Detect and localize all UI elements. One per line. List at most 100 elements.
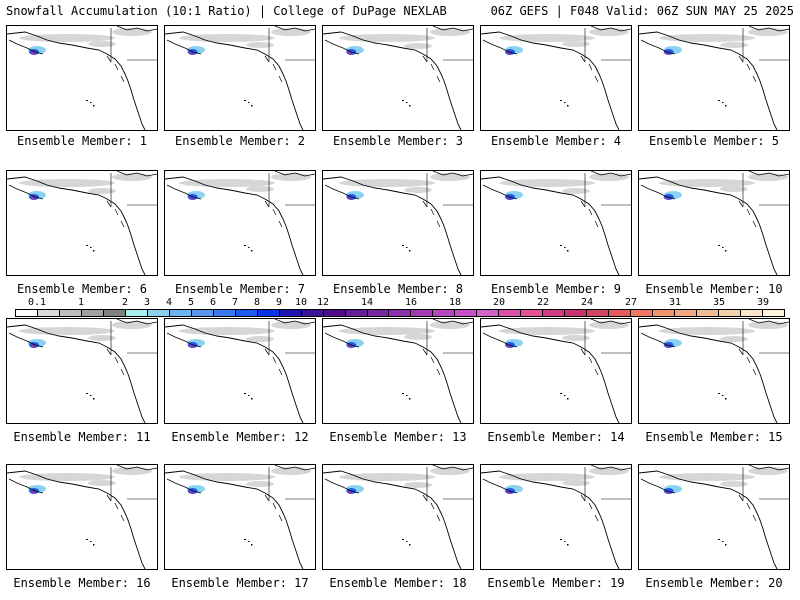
border-canada [584,173,631,207]
coastline-alaska [7,31,146,130]
ensemble-member-map[interactable] [480,464,632,570]
ensemble-member-map[interactable] [322,25,474,131]
snow-gray-band [179,28,311,48]
coastline-islands [640,478,757,522]
colorbar-swatch [762,310,784,316]
colorbar-swatch [565,310,588,316]
ensemble-member-map[interactable] [638,170,790,276]
colorbar-swatch [279,310,302,316]
border-canada [426,28,473,62]
hawaii-islands [402,245,411,252]
coastline-alaska [639,470,778,569]
ensemble-member-map[interactable] [164,25,316,131]
coastline-north [116,319,157,325]
ensemble-member-map[interactable] [638,464,790,570]
ensemble-member-label: Ensemble Member: 2 [174,134,306,148]
model-run-valid-time: 06Z GEFS | F048 Valid: 06Z SUN MAY 25 20… [490,4,794,18]
hawaii-islands [86,393,95,400]
map-canvas [165,26,315,130]
border-canada [268,321,315,355]
coastline-north [590,26,631,32]
coastline-north [116,26,157,32]
coastline-islands [640,332,757,376]
colorbar-tick-label: 0.1 [27,297,47,308]
colorbar-swatch [235,310,258,316]
snow-gray-band [339,321,470,340]
ensemble-member-map[interactable] [480,25,632,131]
hawaii-islands [86,245,95,252]
border-canada [742,321,789,355]
colorbar-swatch [587,310,610,316]
colorbar-tick-label: 27 [624,297,638,308]
colorbar-swatch [675,310,698,316]
coastline-islands [324,332,441,376]
coastline-north [274,171,315,177]
coastline-alaska [639,324,778,423]
colorbar-tick-label: 6 [209,297,217,308]
ensemble-member-map[interactable] [322,318,474,424]
ensemble-member-label: Ensemble Member: 17 [171,576,309,590]
ensemble-member-map[interactable] [6,318,158,424]
colorbar-swatch [213,310,236,316]
border-canada [110,321,157,355]
ensemble-member-map[interactable] [322,170,474,276]
coastline-north [116,171,157,177]
colorbar-labels: 0.1 1 2 3 4 5 6 7 8 9 10 12 14 16 18 20 22 24 27 31 35 39 [15,297,785,309]
map-canvas [7,26,157,130]
snow-gray-band [659,173,788,192]
ensemble-member-label: Ensemble Member: 18 [329,576,467,590]
snow-gray-band [19,28,152,47]
colorbar-swatch [740,310,763,316]
ensemble-member-map[interactable] [6,464,158,570]
coastline-alaska [481,324,620,423]
ensemble-member-map[interactable] [164,170,316,276]
coastline-north [590,465,631,471]
colorbar-tick-label: 4 [165,297,173,308]
coastline-alaska [481,470,620,569]
snow-gray-band [499,28,629,47]
coastline-islands [482,478,599,522]
coastline-islands [8,332,125,376]
ensemble-member-map[interactable] [164,318,316,424]
ensemble-member-map[interactable] [164,464,316,570]
snow-heavy-core [663,49,674,55]
ensemble-member-map[interactable] [480,318,632,424]
colorbar-tick-label: 35 [712,297,726,308]
colorbar-swatch [301,310,324,316]
ensemble-member-map[interactable] [638,25,790,131]
border-canada [742,467,789,501]
coastline-alaska [7,324,146,423]
coastline-north [274,26,315,32]
colorbar-swatch [609,310,632,316]
ensemble-member-map[interactable] [322,464,474,570]
ensemble-member-label: Ensemble Member: 19 [487,576,625,590]
colorbar-tick-label: 14 [360,297,374,308]
ensemble-member-map[interactable] [638,318,790,424]
map-title: Snowfall Accumulation (10:1 Ratio) | Col… [6,4,447,18]
colorbar-swatch [653,310,676,316]
ensemble-member-label: Ensemble Member: 3 [332,134,464,148]
hawaii-islands [244,245,253,252]
coastline-alaska [323,31,462,130]
snow-gray-band [19,321,152,341]
ensemble-member-label: Ensemble Member: 6 [16,282,148,296]
border-canada [426,321,473,355]
ensemble-member-map[interactable] [480,170,632,276]
snow-gray-band [499,321,629,341]
border-canada [426,467,473,501]
ensemble-member-map[interactable] [6,25,158,131]
colorbar-tick-label: 22 [536,297,550,308]
hawaii-islands [718,245,727,252]
colorbar-swatch [323,310,346,316]
colorbar-tick-label: 3 [143,297,151,308]
colorbar-swatch [37,310,60,316]
coastline-alaska [323,324,462,423]
border-canada [110,467,157,501]
ensemble-member-map[interactable] [6,170,158,276]
hawaii-islands [560,100,569,107]
colorbar-tick-label: 39 [756,297,770,308]
snow-gray-band [659,321,788,342]
colorbar-swatch [477,310,500,316]
colorbar-tick-label: 9 [275,297,283,308]
colorbar-swatch [191,310,214,316]
